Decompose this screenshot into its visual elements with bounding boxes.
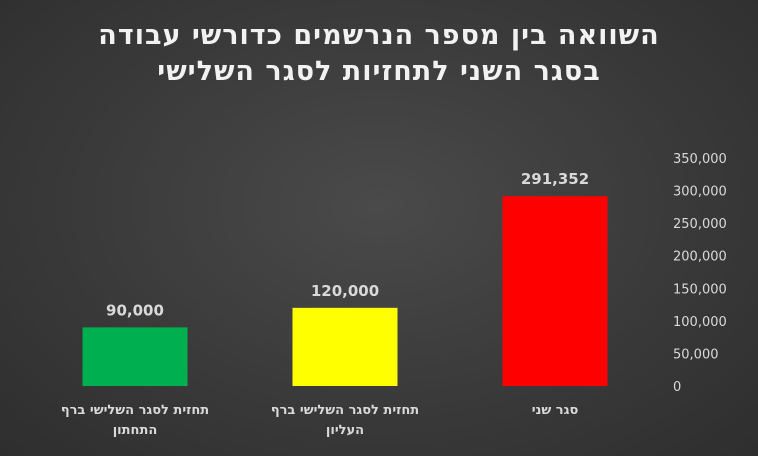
bar-0 <box>82 327 188 386</box>
y-tick-label-6: 300,000 <box>673 185 727 200</box>
bar-2 <box>502 196 608 386</box>
y-axis-ticks: 0 50,000 100,000 150,000 200,000 250,000 300,0… <box>673 152 727 395</box>
y-tick-label-7: 350,000 <box>673 152 727 167</box>
x-axis-labels: תחזית לסגר השלישי ברף התחתון תחזית לסגר הש… <box>61 403 579 438</box>
category-label-1-line-0: תחזית לסגר השלישי ברף <box>271 403 419 418</box>
category-label-2-line-0: סגר שני <box>532 403 579 418</box>
y-tick-label-5: 250,000 <box>673 217 727 232</box>
data-label-2: 291,352 <box>521 170 589 188</box>
category-label-1-line-1: העליון <box>326 423 364 438</box>
category-label-0-line-1: התחתון <box>113 423 158 438</box>
y-tick-label-1: 50,000 <box>673 347 719 362</box>
y-tick-label-0: 0 <box>673 380 681 395</box>
y-tick-label-3: 150,000 <box>673 282 727 297</box>
bars-group <box>82 196 608 386</box>
data-labels-group: 90,000 120,000 291,352 <box>106 170 589 319</box>
data-label-1: 120,000 <box>311 282 379 300</box>
chart-title: השוואה בין מספר הנרשמים כדורשי עבודה בסג… <box>98 20 660 87</box>
category-label-0-line-0: תחזית לסגר השלישי ברף <box>61 403 209 418</box>
bar-1 <box>292 307 398 386</box>
y-tick-label-2: 100,000 <box>673 315 727 330</box>
data-label-0: 90,000 <box>106 301 164 319</box>
y-tick-label-4: 200,000 <box>673 250 727 265</box>
